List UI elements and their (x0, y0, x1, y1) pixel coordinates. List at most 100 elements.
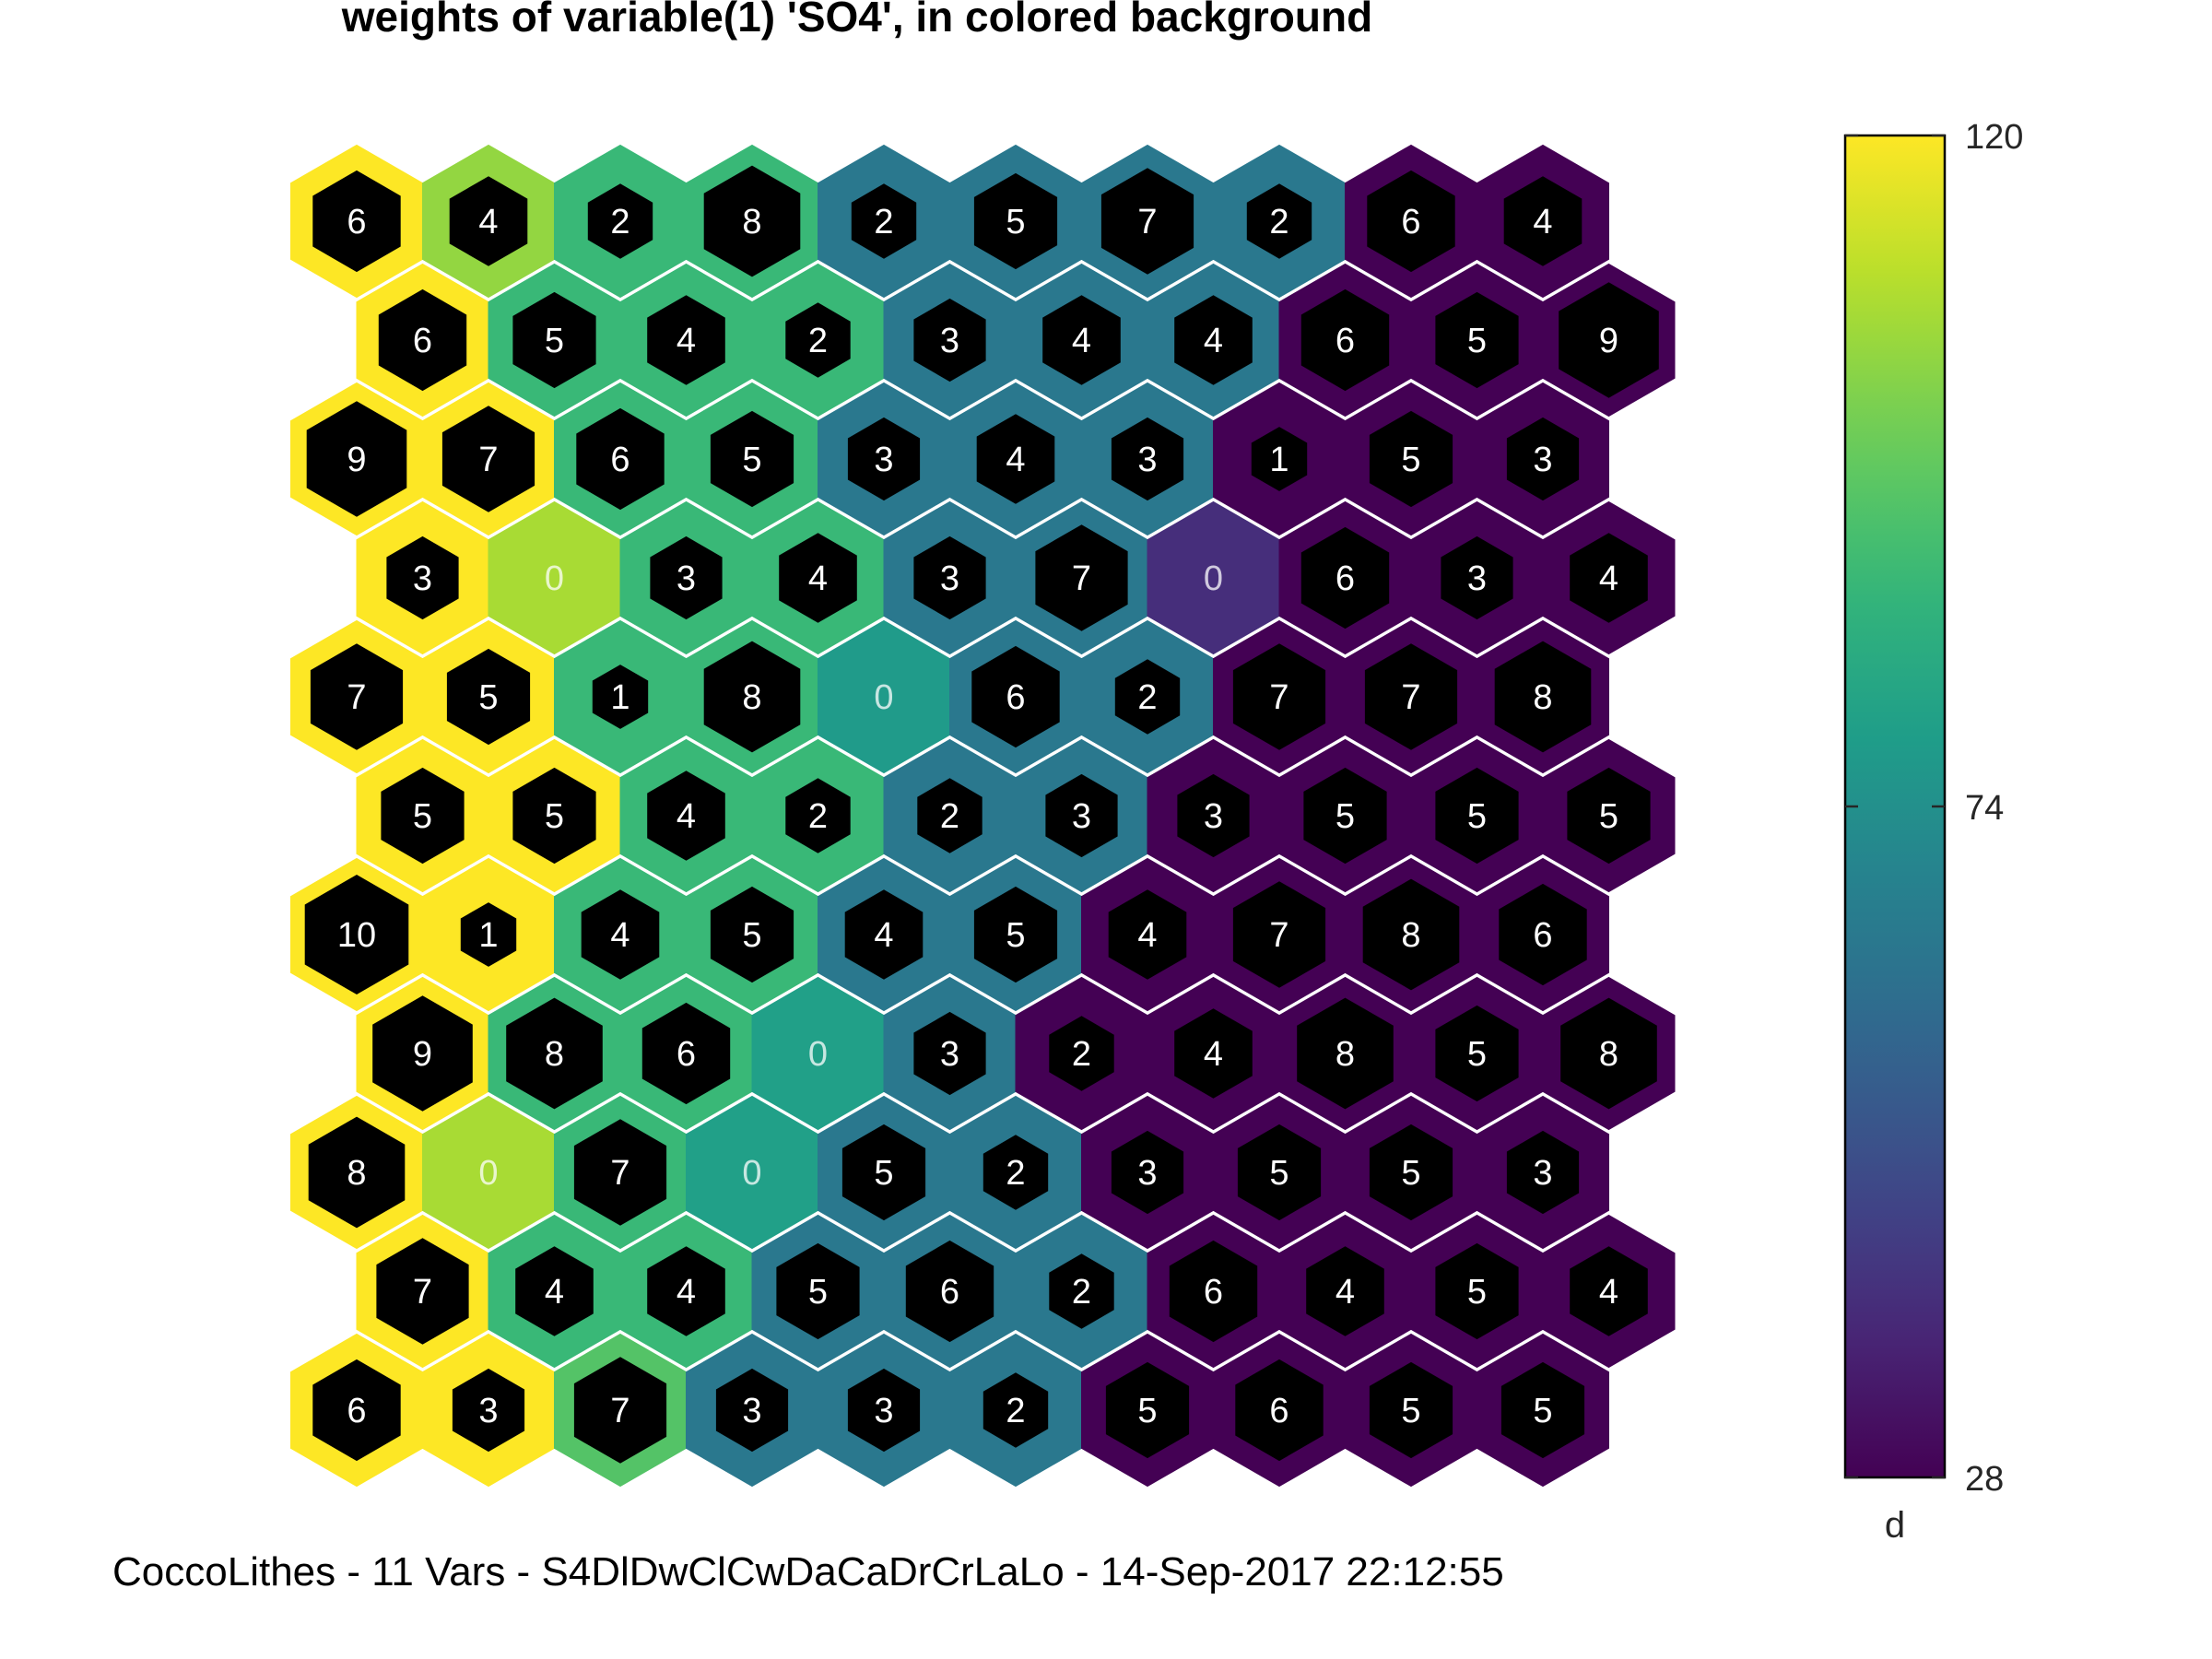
hit-count-label: 5 (1467, 1273, 1487, 1312)
hit-marker (312, 170, 401, 273)
hit-marker (573, 1119, 667, 1226)
hit-count-label: 4 (1533, 203, 1552, 241)
hit-count-label: 2 (610, 203, 629, 241)
hit-count-label: 7 (413, 1273, 432, 1312)
hit-marker (841, 1124, 926, 1221)
hit-marker (1232, 881, 1326, 988)
colorbar: 28 74 120 d (1843, 118, 2023, 1546)
hit-marker (1435, 1242, 1519, 1340)
hit-marker (785, 778, 851, 853)
hit-marker (1235, 1359, 1324, 1462)
hit-count-label: 5 (1137, 1392, 1157, 1430)
hit-count-label: 2 (1072, 1035, 1091, 1074)
hit-count-label: 3 (1467, 559, 1487, 598)
hit-count-label: 6 (1533, 916, 1552, 955)
hit-marker (446, 648, 531, 746)
hit-marker (1169, 1240, 1258, 1343)
hit-count-label: 4 (677, 322, 696, 360)
hit-count-label: 3 (478, 1392, 498, 1430)
hit-marker (515, 1246, 594, 1336)
hit-marker (851, 183, 917, 259)
hit-count-label: 5 (1335, 797, 1355, 836)
hit-marker (378, 288, 467, 392)
hit-marker (1369, 410, 1453, 508)
hit-marker (847, 1368, 921, 1453)
hit-marker (1035, 524, 1128, 631)
hit-marker (592, 665, 649, 729)
hit-count-label: 8 (1335, 1035, 1355, 1074)
hit-count-label: 2 (874, 203, 893, 241)
hit-marker (1559, 282, 1659, 398)
hit-count-label: 3 (874, 441, 893, 479)
hit-count-label: 6 (1204, 1273, 1223, 1312)
hit-marker (1435, 1005, 1519, 1102)
hit-count-label: 6 (347, 1392, 366, 1430)
colorbar-tick-label: 28 (1965, 1460, 2004, 1499)
hit-count-label: 3 (940, 322, 959, 360)
hit-marker (1369, 1361, 1453, 1459)
hit-count-label: 7 (610, 1392, 629, 1430)
hit-marker (776, 1242, 860, 1340)
hit-marker (1246, 183, 1312, 259)
hit-marker (1499, 883, 1587, 986)
hit-count-label: 5 (742, 441, 761, 479)
hit-count-label: 8 (545, 1035, 564, 1074)
colorbar-ticks: 28 74 120 (1845, 118, 2023, 1499)
hit-count-label: 5 (1467, 1035, 1487, 1074)
hit-count-label: 2 (1269, 203, 1288, 241)
hit-count-label: 6 (1006, 678, 1025, 717)
hit-marker (460, 902, 517, 967)
hit-marker (1500, 1361, 1585, 1459)
hit-count-label: 0 (478, 1154, 498, 1193)
hit-marker (304, 875, 409, 994)
hit-marker (376, 1238, 469, 1345)
hit-marker (1560, 997, 1657, 1110)
hit-marker (372, 995, 473, 1112)
hit-marker (1435, 291, 1519, 389)
hex-map: 6 4 2 8 2 5 7 2 6 4 6 5 4 2 3 4 4 6 5 9 9 7 6 5 3 4 3 1 5 3 3 0 3 4 3 7 0 6 3 4… (290, 144, 1676, 1488)
hit-count-label: 8 (347, 1154, 366, 1193)
hit-count-label: 6 (610, 441, 629, 479)
hit-marker (1306, 1246, 1384, 1336)
hit-count-label: 5 (1467, 797, 1487, 836)
hit-marker (1174, 295, 1253, 385)
hit-marker (913, 298, 986, 382)
hit-count-label: 7 (1137, 203, 1157, 241)
hit-count-label: 4 (677, 1273, 696, 1312)
hit-marker (641, 1002, 731, 1105)
hit-count-label: 0 (742, 1154, 761, 1193)
hit-marker (1049, 1016, 1114, 1091)
chart-title: weights of variable(1) 'SO4', in colored… (341, 0, 1372, 41)
hit-marker (905, 1240, 994, 1343)
hit-count-label: 7 (610, 1154, 629, 1193)
hit-count-label: 4 (610, 916, 629, 955)
hit-count-label: 3 (940, 559, 959, 598)
hit-marker (1297, 997, 1394, 1110)
hit-count-label: 4 (1137, 916, 1157, 955)
hit-count-label: 5 (545, 797, 564, 836)
hit-count-label: 2 (1137, 678, 1157, 717)
hit-count-label: 5 (742, 916, 761, 955)
hit-marker (1174, 1008, 1253, 1099)
hit-marker (449, 176, 528, 266)
hit-count-label: 2 (940, 797, 959, 836)
hit-marker (982, 1135, 1049, 1210)
hit-marker (1045, 773, 1118, 858)
hit-marker (1237, 1124, 1322, 1221)
hit-count-label: 9 (1599, 322, 1618, 360)
hit-count-label: 9 (413, 1035, 432, 1074)
hit-marker (647, 295, 725, 385)
hit-count-label: 2 (808, 797, 828, 836)
hit-marker (710, 886, 794, 983)
hit-marker (512, 767, 596, 865)
hit-count-label: 3 (1137, 441, 1157, 479)
hit-marker (576, 407, 665, 511)
hit-marker (1177, 773, 1250, 858)
hit-count-label: 5 (413, 797, 432, 836)
hit-count-label: 5 (874, 1154, 893, 1193)
colorbar-tick-label: 120 (1965, 118, 2023, 157)
hit-count-label: 5 (1269, 1154, 1288, 1193)
hit-marker (1251, 427, 1308, 491)
hit-marker (441, 406, 535, 512)
